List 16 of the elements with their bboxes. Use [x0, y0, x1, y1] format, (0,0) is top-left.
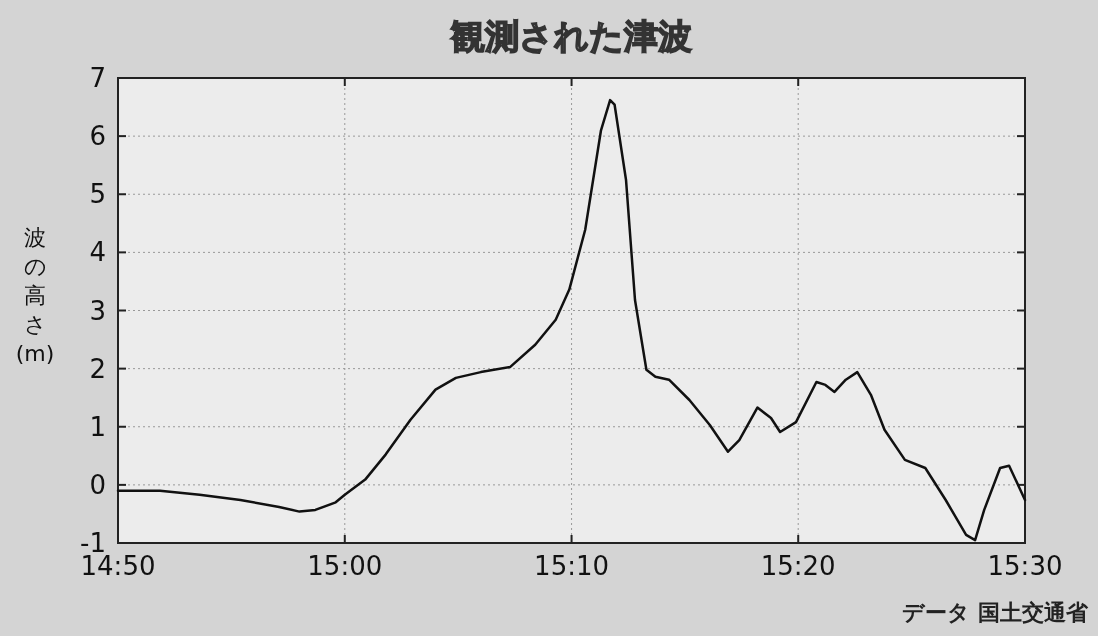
y-tick-label: 6 [89, 121, 106, 152]
y-axis-title: 波の高さ(m) [15, 225, 55, 366]
y-tick-label: 4 [89, 237, 106, 268]
text: データ 国土交通省 [902, 600, 1089, 625]
line-series [116, 98, 1027, 542]
x-tick-label: 15:10 [534, 551, 610, 581]
y-tick-label: 0 [89, 469, 106, 500]
x-tick-label: 15:00 [307, 551, 383, 581]
y-tick-label: 2 [89, 353, 106, 384]
chart-title: 観測された津波 [450, 16, 692, 56]
y-tick-label: 1 [89, 411, 106, 442]
y-tick-label: 7 [89, 63, 106, 93]
y-tick-label: 3 [89, 295, 106, 326]
x-tick-label: 15:30 [987, 551, 1063, 581]
x-tick-label: 15:20 [760, 551, 836, 581]
y-tick-label: 5 [89, 179, 106, 210]
